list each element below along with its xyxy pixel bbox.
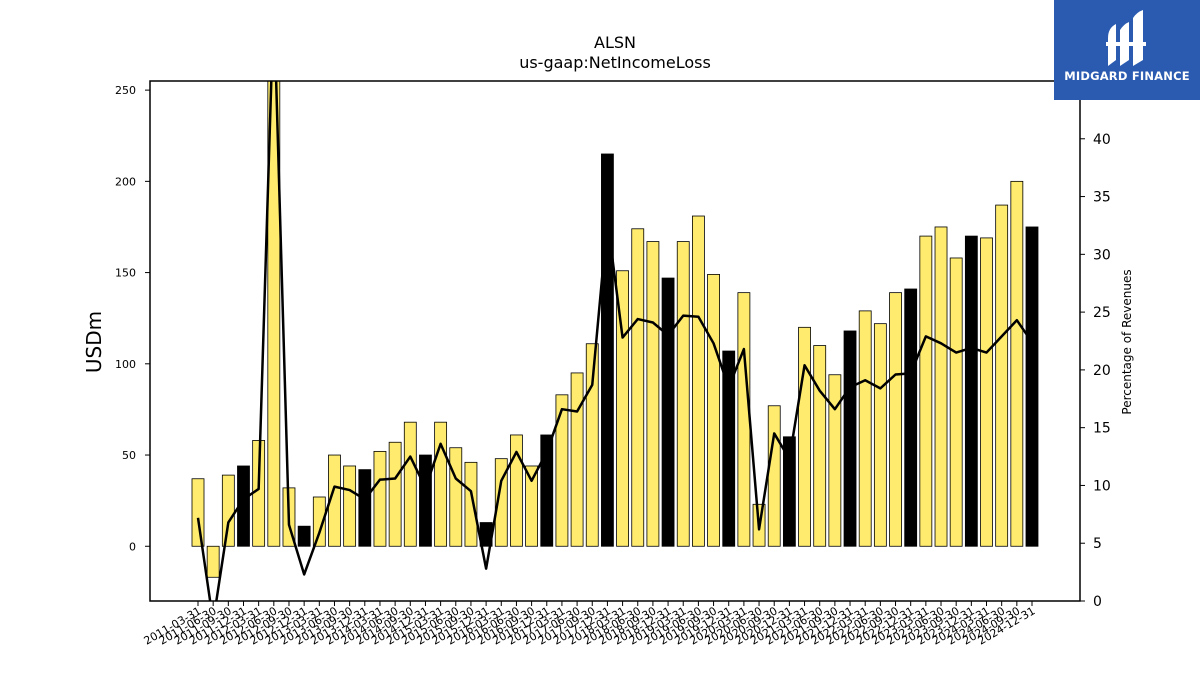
percentage-line — [196, 81, 1034, 601]
bar-2022-03-31 — [858, 310, 872, 547]
y2-tick-label: 25 — [1093, 305, 1111, 321]
bar-2015-03-31 — [434, 421, 448, 547]
bar-2021-03-31 — [798, 326, 811, 547]
bar-2020-12-31 — [782, 436, 796, 547]
bar-2018-12-31 — [661, 277, 675, 547]
bar-2020-09-30 — [767, 405, 781, 547]
y2-tick-label: 15 — [1093, 421, 1111, 437]
bar-2023-09-30 — [949, 257, 963, 547]
bar-2021-12-31 — [843, 330, 857, 547]
bar-2019-09-30 — [707, 273, 720, 547]
bar-2017-03-31 — [555, 394, 569, 547]
bar-2016-09-30 — [525, 465, 538, 547]
bar-2013-09-30 — [343, 465, 357, 547]
bar-2024-06-30 — [995, 204, 1009, 547]
y2-axis-label: Percentage of Revenues — [1120, 269, 1134, 414]
y-tick-label: 0 — [129, 540, 136, 553]
bar-2011-06-30 — [206, 545, 220, 578]
bar-2017-12-31 — [601, 153, 614, 547]
bar-2020-03-31 — [737, 292, 751, 547]
y-tick-label: 100 — [115, 358, 136, 371]
bar-2021-06-30 — [813, 345, 827, 547]
plot-frame — [149, 80, 1081, 602]
bar-2019-06-30 — [692, 215, 705, 547]
bar-2023-03-31 — [919, 235, 933, 547]
bar-2012-06-30 — [267, 81, 281, 547]
bar-2016-06-30 — [510, 434, 523, 547]
bar-2021-09-30 — [828, 374, 842, 547]
plot-clip-group — [191, 81, 1039, 601]
bar-2017-09-30 — [585, 343, 599, 547]
y2-tick-label: 10 — [1093, 478, 1111, 494]
bar-2022-09-30 — [889, 292, 902, 547]
plot-area: 05010015020025005101520253035402011-03-3… — [115, 80, 1111, 648]
bar-2011-09-30 — [221, 474, 235, 547]
y-tick-label: 150 — [115, 267, 136, 280]
bar-2013-12-31 — [358, 469, 372, 547]
y-tick-label: 50 — [122, 449, 136, 462]
bar-2014-06-30 — [388, 441, 402, 547]
bar-2014-09-30 — [403, 421, 417, 547]
bar-2023-12-31 — [964, 235, 978, 547]
bar-2013-03-31 — [312, 496, 326, 547]
y2-tick-label: 40 — [1093, 132, 1111, 148]
bar-2014-03-31 — [373, 450, 387, 547]
bar-2011-03-31 — [191, 478, 205, 547]
bar-2019-03-31 — [676, 241, 690, 547]
bar-2014-12-31 — [419, 454, 432, 547]
bar-2012-12-31 — [297, 525, 311, 547]
y2-tick-label: 0 — [1093, 594, 1102, 610]
bar-2015-06-30 — [449, 447, 463, 547]
y2-tick-label: 30 — [1093, 247, 1111, 263]
bar-2013-06-30 — [328, 454, 341, 547]
y-tick-label: 250 — [115, 84, 136, 97]
bar-2024-09-30 — [1010, 180, 1024, 547]
bar-2015-09-30 — [464, 461, 478, 547]
bar-2022-06-30 — [873, 323, 887, 547]
bar-2018-09-30 — [646, 241, 660, 547]
y-axis-label: USDm — [82, 311, 106, 373]
bar-2022-12-31 — [904, 288, 918, 547]
y-tick-label: 200 — [115, 175, 136, 188]
bar-2011-12-31 — [237, 465, 250, 547]
brand-name: MIDGARD FINANCE — [1064, 69, 1190, 83]
brand-logo: MIDGARD FINANCE — [1054, 0, 1200, 100]
bar-2023-06-30 — [934, 226, 948, 547]
chart-title: ALSN — [594, 33, 636, 52]
bar-2024-03-31 — [980, 237, 993, 547]
y2-tick-label: 35 — [1093, 190, 1111, 206]
bar-2017-06-30 — [570, 372, 584, 547]
bar-2018-06-30 — [631, 228, 645, 547]
bar-2018-03-31 — [616, 270, 629, 547]
chart-subtitle: us-gaap:NetIncomeLoss — [519, 53, 711, 72]
bar-2019-12-31 — [722, 350, 736, 547]
bar-2016-03-31 — [494, 458, 508, 547]
bar-2024-12-31 — [1025, 226, 1039, 547]
bar-2016-12-31 — [540, 434, 554, 547]
y2-tick-label: 20 — [1093, 363, 1111, 379]
y2-tick-label: 5 — [1093, 536, 1102, 552]
midgard-logo-icon — [1106, 10, 1146, 66]
